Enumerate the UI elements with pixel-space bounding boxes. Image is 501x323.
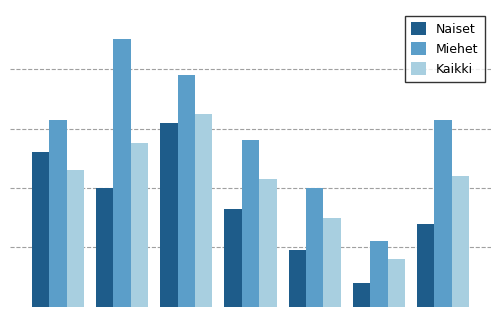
Bar [32, 152, 49, 307]
Bar [131, 143, 148, 307]
Bar [113, 39, 131, 307]
Bar [323, 218, 341, 307]
Bar [370, 242, 388, 307]
Bar [178, 75, 195, 307]
Bar [224, 209, 242, 307]
Bar [452, 176, 469, 307]
Bar [49, 120, 67, 307]
Bar [195, 114, 212, 307]
Bar [417, 224, 434, 307]
Bar [160, 123, 178, 307]
Bar [353, 283, 370, 307]
Bar [67, 170, 84, 307]
Bar [96, 188, 113, 307]
Bar [306, 188, 323, 307]
Legend: Naiset, Miehet, Kaikki: Naiset, Miehet, Kaikki [405, 16, 485, 82]
Bar [434, 120, 452, 307]
Bar [259, 179, 277, 307]
Bar [388, 259, 405, 307]
Bar [242, 141, 259, 307]
Bar [289, 250, 306, 307]
